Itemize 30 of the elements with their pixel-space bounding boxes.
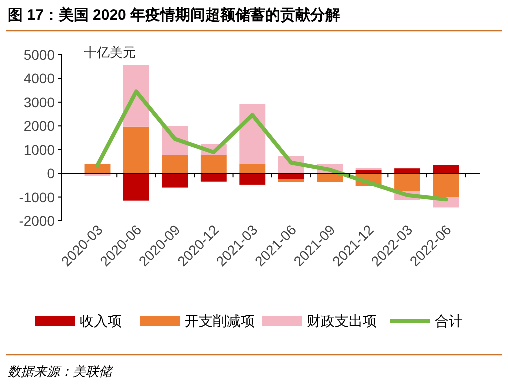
legend-label: 合计: [435, 313, 463, 329]
y-tick-label: -1000: [19, 189, 56, 206]
y-tick-label: 5000: [24, 47, 56, 63]
y-tick-label: 4000: [24, 70, 56, 87]
y-tick-label: 3000: [24, 94, 56, 110]
y-axis-title: 十亿美元: [84, 45, 136, 60]
bar: [240, 164, 266, 174]
bar: [240, 174, 266, 185]
legend-label: 开支削减项: [185, 313, 255, 329]
bar: [162, 155, 188, 174]
bar: [200, 174, 227, 182]
bar: [124, 126, 150, 174]
bar: [433, 174, 460, 198]
bar: [394, 174, 420, 192]
bar: [124, 174, 150, 201]
bar: [278, 174, 304, 180]
y-tick-label: 2000: [24, 118, 56, 134]
bar: [278, 179, 304, 182]
y-tick-label: -2000: [19, 213, 56, 229]
source-note: 数据来源：美联储: [8, 364, 114, 379]
bar: [200, 155, 227, 174]
chart-title: 图 17：美国 2020 年疫情期间超额储蓄的贡献分解: [8, 6, 341, 24]
bar: [317, 174, 344, 182]
legend-label: 收入项: [80, 313, 122, 329]
legend-label: 财政支出项: [307, 313, 377, 329]
bar: [394, 168, 420, 174]
bar: [162, 174, 188, 188]
y-tick-label: 1000: [24, 142, 56, 158]
y-tick-label: 0: [47, 166, 56, 182]
line-series: [96, 90, 448, 202]
